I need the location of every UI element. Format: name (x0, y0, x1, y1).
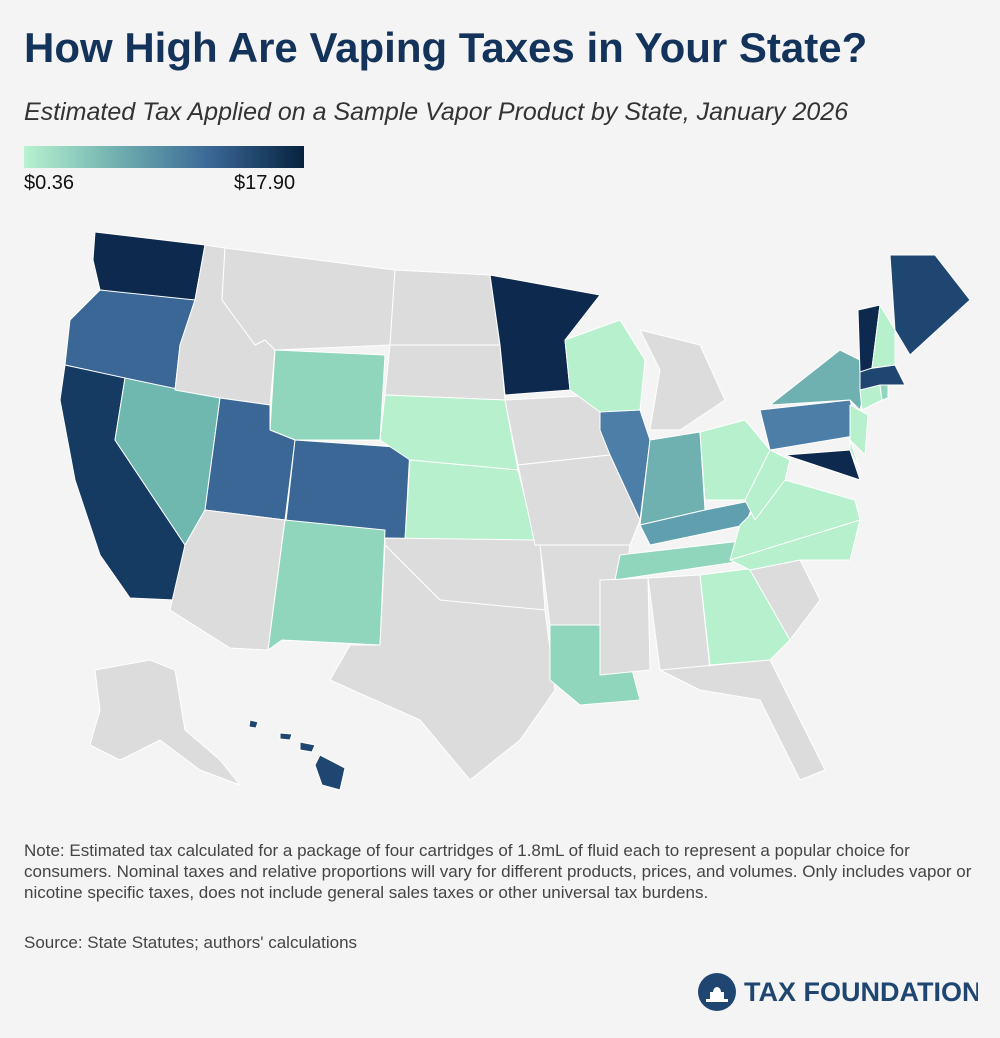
state (267, 519, 386, 651)
state (849, 439, 861, 471)
state (699, 567, 791, 666)
state (389, 269, 501, 346)
state (639, 329, 726, 431)
state (92, 231, 206, 301)
state (269, 349, 386, 441)
state (647, 574, 711, 671)
state (279, 732, 293, 741)
state (314, 754, 346, 791)
logo: TAX FOUNDATION (698, 973, 978, 1011)
state (599, 409, 651, 521)
state (329, 544, 556, 781)
legend-min: $0.36 (24, 172, 75, 194)
state (221, 247, 396, 351)
note: Note: Estimated tax calculated for a pac… (24, 841, 972, 902)
state (599, 577, 651, 676)
state (517, 454, 641, 546)
state (384, 344, 506, 401)
state (248, 719, 259, 729)
source: Source: State Statutes; authors' calcula… (24, 933, 358, 952)
state (759, 399, 861, 451)
states (59, 231, 971, 791)
logo-text: TAX FOUNDATION (744, 977, 978, 1007)
state (849, 404, 869, 456)
legend-scale (24, 146, 304, 168)
state (769, 349, 871, 411)
state (871, 304, 896, 369)
state (89, 659, 241, 786)
state (299, 741, 316, 753)
state (639, 499, 756, 546)
logo-dome (706, 987, 728, 1002)
state (404, 459, 536, 541)
us-map (59, 231, 971, 791)
state (889, 254, 971, 356)
state (879, 384, 889, 401)
subtitle: Estimated Tax Applied on a Sample Vapor … (24, 98, 849, 126)
state (659, 659, 826, 781)
legend-gradient (24, 146, 304, 168)
legend-max: $17.90 (234, 172, 296, 194)
state (784, 449, 861, 481)
state (744, 449, 791, 521)
state (639, 431, 706, 526)
title: How High Are Vaping Taxes in Your State? (24, 24, 868, 71)
